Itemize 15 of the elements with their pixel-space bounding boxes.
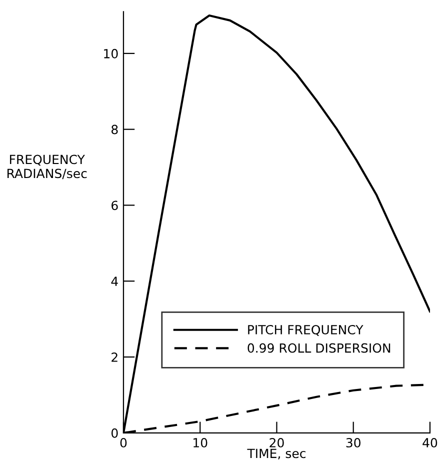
legend-label: 0.99 ROLL DISPERSION bbox=[248, 343, 390, 353]
y-tick-label: 10 bbox=[104, 48, 118, 58]
x-axis-title: TIME, sec bbox=[247, 448, 306, 460]
x-tick-label: 10 bbox=[194, 438, 208, 448]
x-tick-label: 30 bbox=[346, 438, 360, 448]
y-tick-label: 0 bbox=[111, 428, 118, 438]
y-tick-label: 2 bbox=[112, 352, 118, 362]
x-tick-label: 20 bbox=[270, 438, 284, 448]
x-tick-label: 40 bbox=[422, 438, 438, 448]
y-tick-label: 4 bbox=[111, 276, 118, 286]
y-tick-label: 8 bbox=[112, 124, 118, 134]
x-tick-label: 0 bbox=[120, 438, 127, 448]
legend-label: PITCH FREQUENCY bbox=[248, 324, 364, 336]
y-tick-label: 6 bbox=[112, 200, 118, 210]
y-axis-title: FREQUENCY RADIANS/sec bbox=[7, 154, 87, 180]
